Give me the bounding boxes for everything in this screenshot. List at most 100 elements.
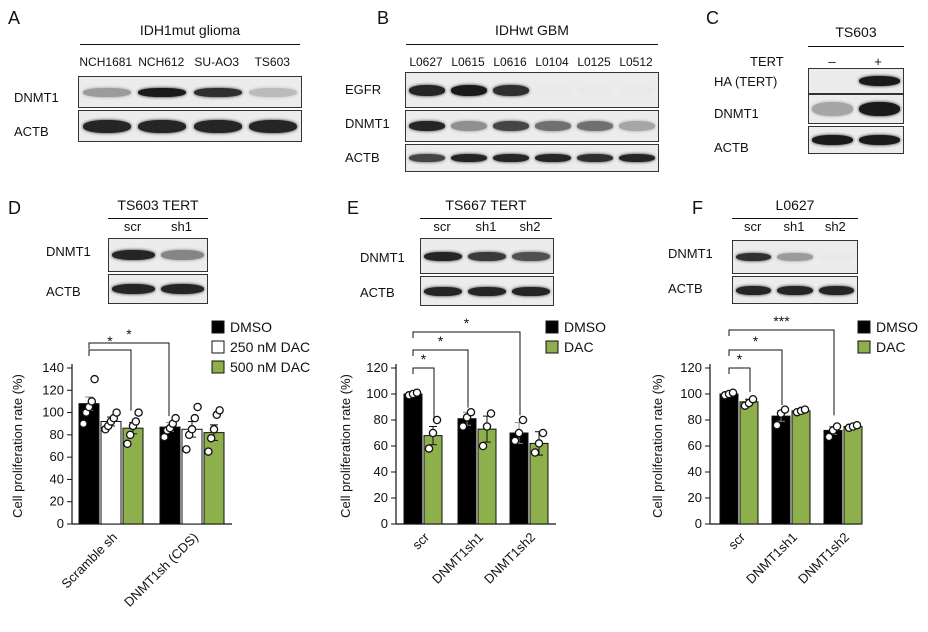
blot-band [618,84,656,96]
lane-label: sh2 [824,219,846,234]
lane-label: L0125 [577,55,611,69]
lane-label: sh1 [171,219,192,234]
blot-band [492,121,530,131]
panel-e-header: TS667 TERT [445,197,527,213]
bar [843,426,863,525]
y-tick-label: 80 [50,427,64,442]
panel-b-blot-dnmt1 [405,110,659,142]
blot-band [812,76,853,86]
panel-c-label: C [706,8,719,28]
data-point [87,397,97,406]
legend-label: DAC [564,339,594,355]
x-category-label: DNMT1sh2 [481,530,538,587]
bar [181,428,203,525]
legend-label: DAC [876,339,906,355]
blot-band [424,286,462,296]
data-point [215,406,224,415]
blot-band [424,251,462,261]
panel-e-bar-chart: 0 20 40 60 80 100 120 Cell proliferation rate (… [338,315,606,587]
panel-b-header: IDHwt GBM [495,22,569,38]
bar [100,420,122,525]
lane-label: L0512 [619,55,653,69]
blot-band [818,285,855,295]
data-point [458,422,468,431]
panel-b-header-line [406,44,658,45]
y-tick-label: 0 [57,516,64,531]
panel-a-blot-dnmt1 [78,76,302,108]
blot-band [408,84,446,96]
data-point [412,388,422,397]
significance-bracket [412,331,521,416]
panel-d-blot-dnmt1 [108,238,208,272]
y-axis-label: Cell proliferation rate (%) [10,374,25,518]
lane-label: TS603 [254,55,290,69]
data-point [428,428,438,438]
panel-d-row-dnmt1: DNMT1 [46,244,91,259]
panel-c-condition-label: TERT [750,54,784,69]
blot-band [812,102,853,116]
y-tick-label: 60 [50,449,64,464]
data-point [182,445,191,454]
blot-band [812,135,853,145]
blot-band [735,285,772,295]
data-point [134,408,143,417]
y-tick-label: 120 [42,382,64,397]
data-point [534,439,544,448]
data-point [832,422,842,431]
x-category-label: Scramble sh [58,530,120,592]
panel-b-blot-egfr [405,72,659,108]
significance-star: * [107,333,113,349]
bar [791,410,811,525]
data-point [530,448,540,457]
bar [719,393,739,525]
panel-f-blot-actb [732,276,858,304]
significance-bracket [412,349,469,408]
y-tick-label: 120 [680,360,702,375]
blot-band [512,251,550,261]
data-point [728,388,738,397]
blot-band [859,76,900,86]
blot-band [859,102,900,116]
panel-f-blot-dnmt1 [732,240,858,274]
legend-swatch [857,320,871,334]
legend-swatch [211,360,225,374]
bar [403,393,423,525]
y-tick-label: 20 [688,490,702,505]
panel-c-row-actb: ACTB [714,140,749,155]
data-point [772,420,782,430]
significance-bracket [88,349,132,411]
panel-a-blot-actb [78,110,302,142]
legend-swatch [857,340,871,354]
lane-label: SU-AO3 [194,55,240,69]
blot-band [450,84,488,96]
y-tick-label: 40 [688,464,702,479]
panel-e-blot-actb [420,276,554,306]
panel-d-bar-chart: 0 20 40 60 80 100 120 140 Cell proliferation rat… [10,319,310,610]
data-point [79,419,88,428]
bar [457,418,477,525]
blot-band [777,285,813,295]
data-point [510,436,520,446]
blot-band [534,84,572,96]
lane-label: sh1 [783,219,805,234]
blot-band [512,286,550,296]
data-point [852,420,862,430]
panel-e-header-line [420,218,552,219]
lane-label: sh2 [519,219,541,234]
blot-band [138,119,187,133]
blot-band [576,154,614,162]
data-point [538,428,548,438]
data-point [193,402,202,412]
panel-b-row-actb: ACTB [345,150,380,165]
panel-a-row-actb: ACTB [14,124,49,139]
y-tick-label: 140 [42,360,64,375]
significance-star: * [737,351,743,367]
data-point [824,432,834,442]
blot-band [576,84,614,96]
blot-band [112,284,155,294]
blot-band [534,121,572,131]
y-tick-label: 100 [366,386,388,401]
x-category-label: DNMT1sh1 [743,530,800,587]
blot-band [112,250,155,260]
bar [739,401,759,525]
